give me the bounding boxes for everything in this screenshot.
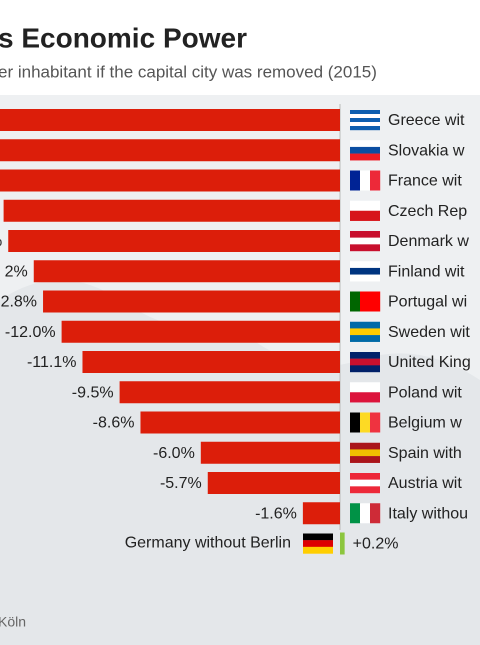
value-label: -5.7% [160,475,202,492]
source: Köln [0,614,26,630]
flag-stripe [370,503,381,524]
bar [82,351,340,373]
flag-stripe [350,456,380,463]
value-label: -9.5% [72,384,114,401]
value-label: -6.0% [153,445,195,462]
category-label: Belgium w [388,415,462,432]
flag-stripe [350,392,380,403]
category-label: Finland wit [388,263,465,280]
flag-stripe [360,170,371,191]
flag-stripe [350,122,380,127]
bar [207,472,340,494]
bar [119,381,340,404]
flag-stripe [350,328,380,336]
category-label: Sweden wit [388,324,470,341]
flag-stripe [370,170,381,191]
flag-stripe [370,291,381,312]
bar [200,441,340,464]
flag-stripe [303,540,333,548]
flag-stripe [350,170,361,191]
flag-stripe [350,358,380,366]
category-label: Slovakia w [388,142,465,159]
flag-stripe [350,153,380,161]
flag-stripe [350,352,380,359]
bar [33,260,340,283]
category-label: France wit [388,173,462,190]
bar [3,199,340,222]
flag-stripe [350,126,380,131]
flag-stripe [360,412,371,433]
bar [340,532,345,555]
bar [0,169,340,192]
category-label: Italy withou [388,505,468,522]
flag-stripe [350,244,380,252]
flag-stripe [350,442,380,450]
value-label: -8.6% [93,415,135,432]
category-label: Austria wit [388,475,462,492]
value-label: +0.2% [353,536,399,553]
flag-stripe [350,231,380,238]
flag-stripe [360,503,371,524]
flag-stripe [350,146,380,154]
flag-stripe [350,114,380,119]
flag-stripe [350,335,380,342]
bar [61,320,340,343]
category-label: Spain with [388,445,462,462]
flag-stripe [350,412,361,433]
flag-stripe [350,449,380,457]
flag-stripe [303,546,333,554]
category-label: Portugal wi [388,294,467,311]
value-label: -1.6% [255,505,297,522]
category-label: Greece wit [388,112,465,129]
value-label: 2% [5,263,28,280]
flag-stripe [350,200,380,211]
category-label: Germany without Berlin [125,535,291,552]
flag-stripe [350,382,380,393]
flag-stripe [350,486,380,494]
flag-stripe [370,412,381,433]
chart-title: s Economic Power [0,22,247,53]
value-label: -12.0% [5,324,56,341]
flag-stripe [350,291,361,312]
flag-stripe [350,321,380,329]
bar [0,139,340,162]
flag-stripe [350,261,380,269]
flag-stripe [350,210,380,221]
flag-stripe [350,473,380,480]
value-label: % [0,233,2,250]
flag-stripe [350,110,380,115]
flag-stripe [350,237,380,245]
chart-subtitle: er inhabitant if the capital city was re… [0,62,377,81]
flag-stripe [350,503,361,524]
value-label: -11.1% [27,354,77,371]
category-label: Denmark w [388,233,469,250]
flag-stripe [350,140,380,148]
flag-stripe [303,533,333,541]
category-label: Poland wit [388,384,462,401]
bar [0,109,340,131]
flag-stripe [350,479,380,487]
bar [140,411,340,434]
bar [302,502,340,525]
flag-stripe [350,274,380,282]
flag-stripe [350,118,380,123]
bar [8,230,341,252]
flag-stripe [360,291,371,312]
category-label: Czech Rep [388,203,467,220]
category-label: United King [388,354,471,371]
bar [43,290,340,313]
value-label: 2.8% [1,294,37,311]
flag-stripe [350,365,380,373]
flag-stripe [350,267,380,275]
